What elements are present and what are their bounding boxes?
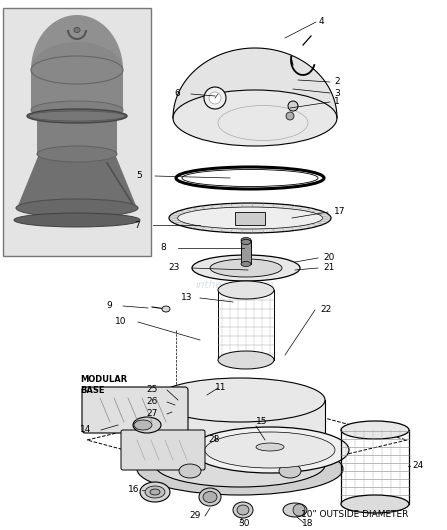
Ellipse shape (145, 486, 165, 498)
Circle shape (293, 504, 305, 516)
Ellipse shape (16, 199, 138, 217)
Text: 28: 28 (208, 436, 219, 445)
Text: 10" OUTSIDE DIAMETER: 10" OUTSIDE DIAMETER (301, 510, 409, 519)
Ellipse shape (237, 505, 249, 515)
Ellipse shape (27, 109, 127, 123)
Ellipse shape (205, 432, 335, 468)
Text: 15: 15 (256, 418, 267, 427)
Ellipse shape (31, 101, 123, 119)
Bar (37, 116, 117, 154)
Ellipse shape (218, 281, 274, 299)
Bar (155, 400, 325, 465)
Text: 9: 9 (106, 301, 112, 310)
Ellipse shape (341, 421, 409, 439)
Text: 29: 29 (190, 511, 201, 520)
Ellipse shape (162, 306, 170, 312)
Text: 20: 20 (323, 253, 334, 262)
Text: 11: 11 (215, 384, 227, 393)
Text: intheswim.com: intheswim.com (195, 280, 274, 290)
Ellipse shape (173, 90, 337, 146)
Text: 17: 17 (334, 208, 346, 216)
Ellipse shape (14, 213, 140, 227)
Text: 14: 14 (80, 426, 91, 435)
Text: 2: 2 (334, 77, 340, 86)
Polygon shape (17, 154, 137, 208)
Ellipse shape (218, 351, 274, 369)
Bar (241, 242, 251, 264)
Text: 5: 5 (136, 172, 142, 181)
Ellipse shape (155, 443, 325, 487)
Ellipse shape (134, 420, 152, 430)
Circle shape (286, 112, 294, 120)
Text: 25: 25 (147, 385, 158, 394)
Text: 4: 4 (319, 17, 325, 26)
Ellipse shape (199, 488, 221, 506)
Text: 21: 21 (323, 263, 334, 272)
Ellipse shape (283, 503, 307, 517)
Text: 16: 16 (127, 485, 139, 494)
Bar (241, 240, 251, 256)
Ellipse shape (210, 259, 282, 277)
Text: 27: 27 (147, 410, 158, 419)
Ellipse shape (37, 146, 117, 162)
Ellipse shape (140, 482, 170, 502)
Text: 18: 18 (302, 518, 313, 527)
Ellipse shape (191, 427, 349, 473)
Ellipse shape (179, 464, 201, 478)
Ellipse shape (233, 502, 253, 518)
Ellipse shape (241, 237, 251, 243)
Circle shape (209, 92, 221, 104)
Ellipse shape (137, 443, 343, 495)
Text: 10: 10 (114, 317, 126, 326)
FancyBboxPatch shape (82, 387, 188, 433)
Bar (31, 70, 123, 110)
Text: 8: 8 (160, 243, 166, 252)
Text: 3: 3 (334, 89, 340, 98)
Ellipse shape (31, 56, 123, 84)
Text: 1: 1 (334, 98, 340, 107)
Ellipse shape (241, 240, 251, 244)
Ellipse shape (256, 443, 284, 451)
Polygon shape (173, 48, 337, 118)
Text: MODULAR
BASE: MODULAR BASE (80, 375, 127, 395)
Ellipse shape (341, 495, 409, 513)
Bar (235, 212, 265, 225)
Text: 26: 26 (147, 398, 158, 407)
Ellipse shape (74, 28, 80, 32)
FancyBboxPatch shape (121, 430, 205, 470)
Polygon shape (31, 15, 123, 70)
Circle shape (288, 101, 298, 111)
Text: 24: 24 (412, 462, 423, 471)
Ellipse shape (133, 417, 161, 433)
Circle shape (204, 87, 226, 109)
Ellipse shape (182, 170, 318, 187)
Text: 30: 30 (238, 518, 249, 527)
Ellipse shape (279, 464, 301, 478)
Ellipse shape (29, 111, 125, 121)
Ellipse shape (169, 203, 331, 233)
Text: 13: 13 (181, 294, 192, 303)
Ellipse shape (241, 261, 251, 267)
Bar (3, 8, 151, 256)
Ellipse shape (150, 489, 160, 495)
Text: 22: 22 (320, 305, 331, 314)
Ellipse shape (203, 491, 217, 502)
Text: 7: 7 (134, 220, 140, 229)
Text: 6: 6 (174, 90, 180, 99)
Ellipse shape (155, 378, 325, 422)
Ellipse shape (192, 255, 300, 281)
Ellipse shape (177, 207, 322, 229)
Text: 23: 23 (169, 263, 180, 272)
